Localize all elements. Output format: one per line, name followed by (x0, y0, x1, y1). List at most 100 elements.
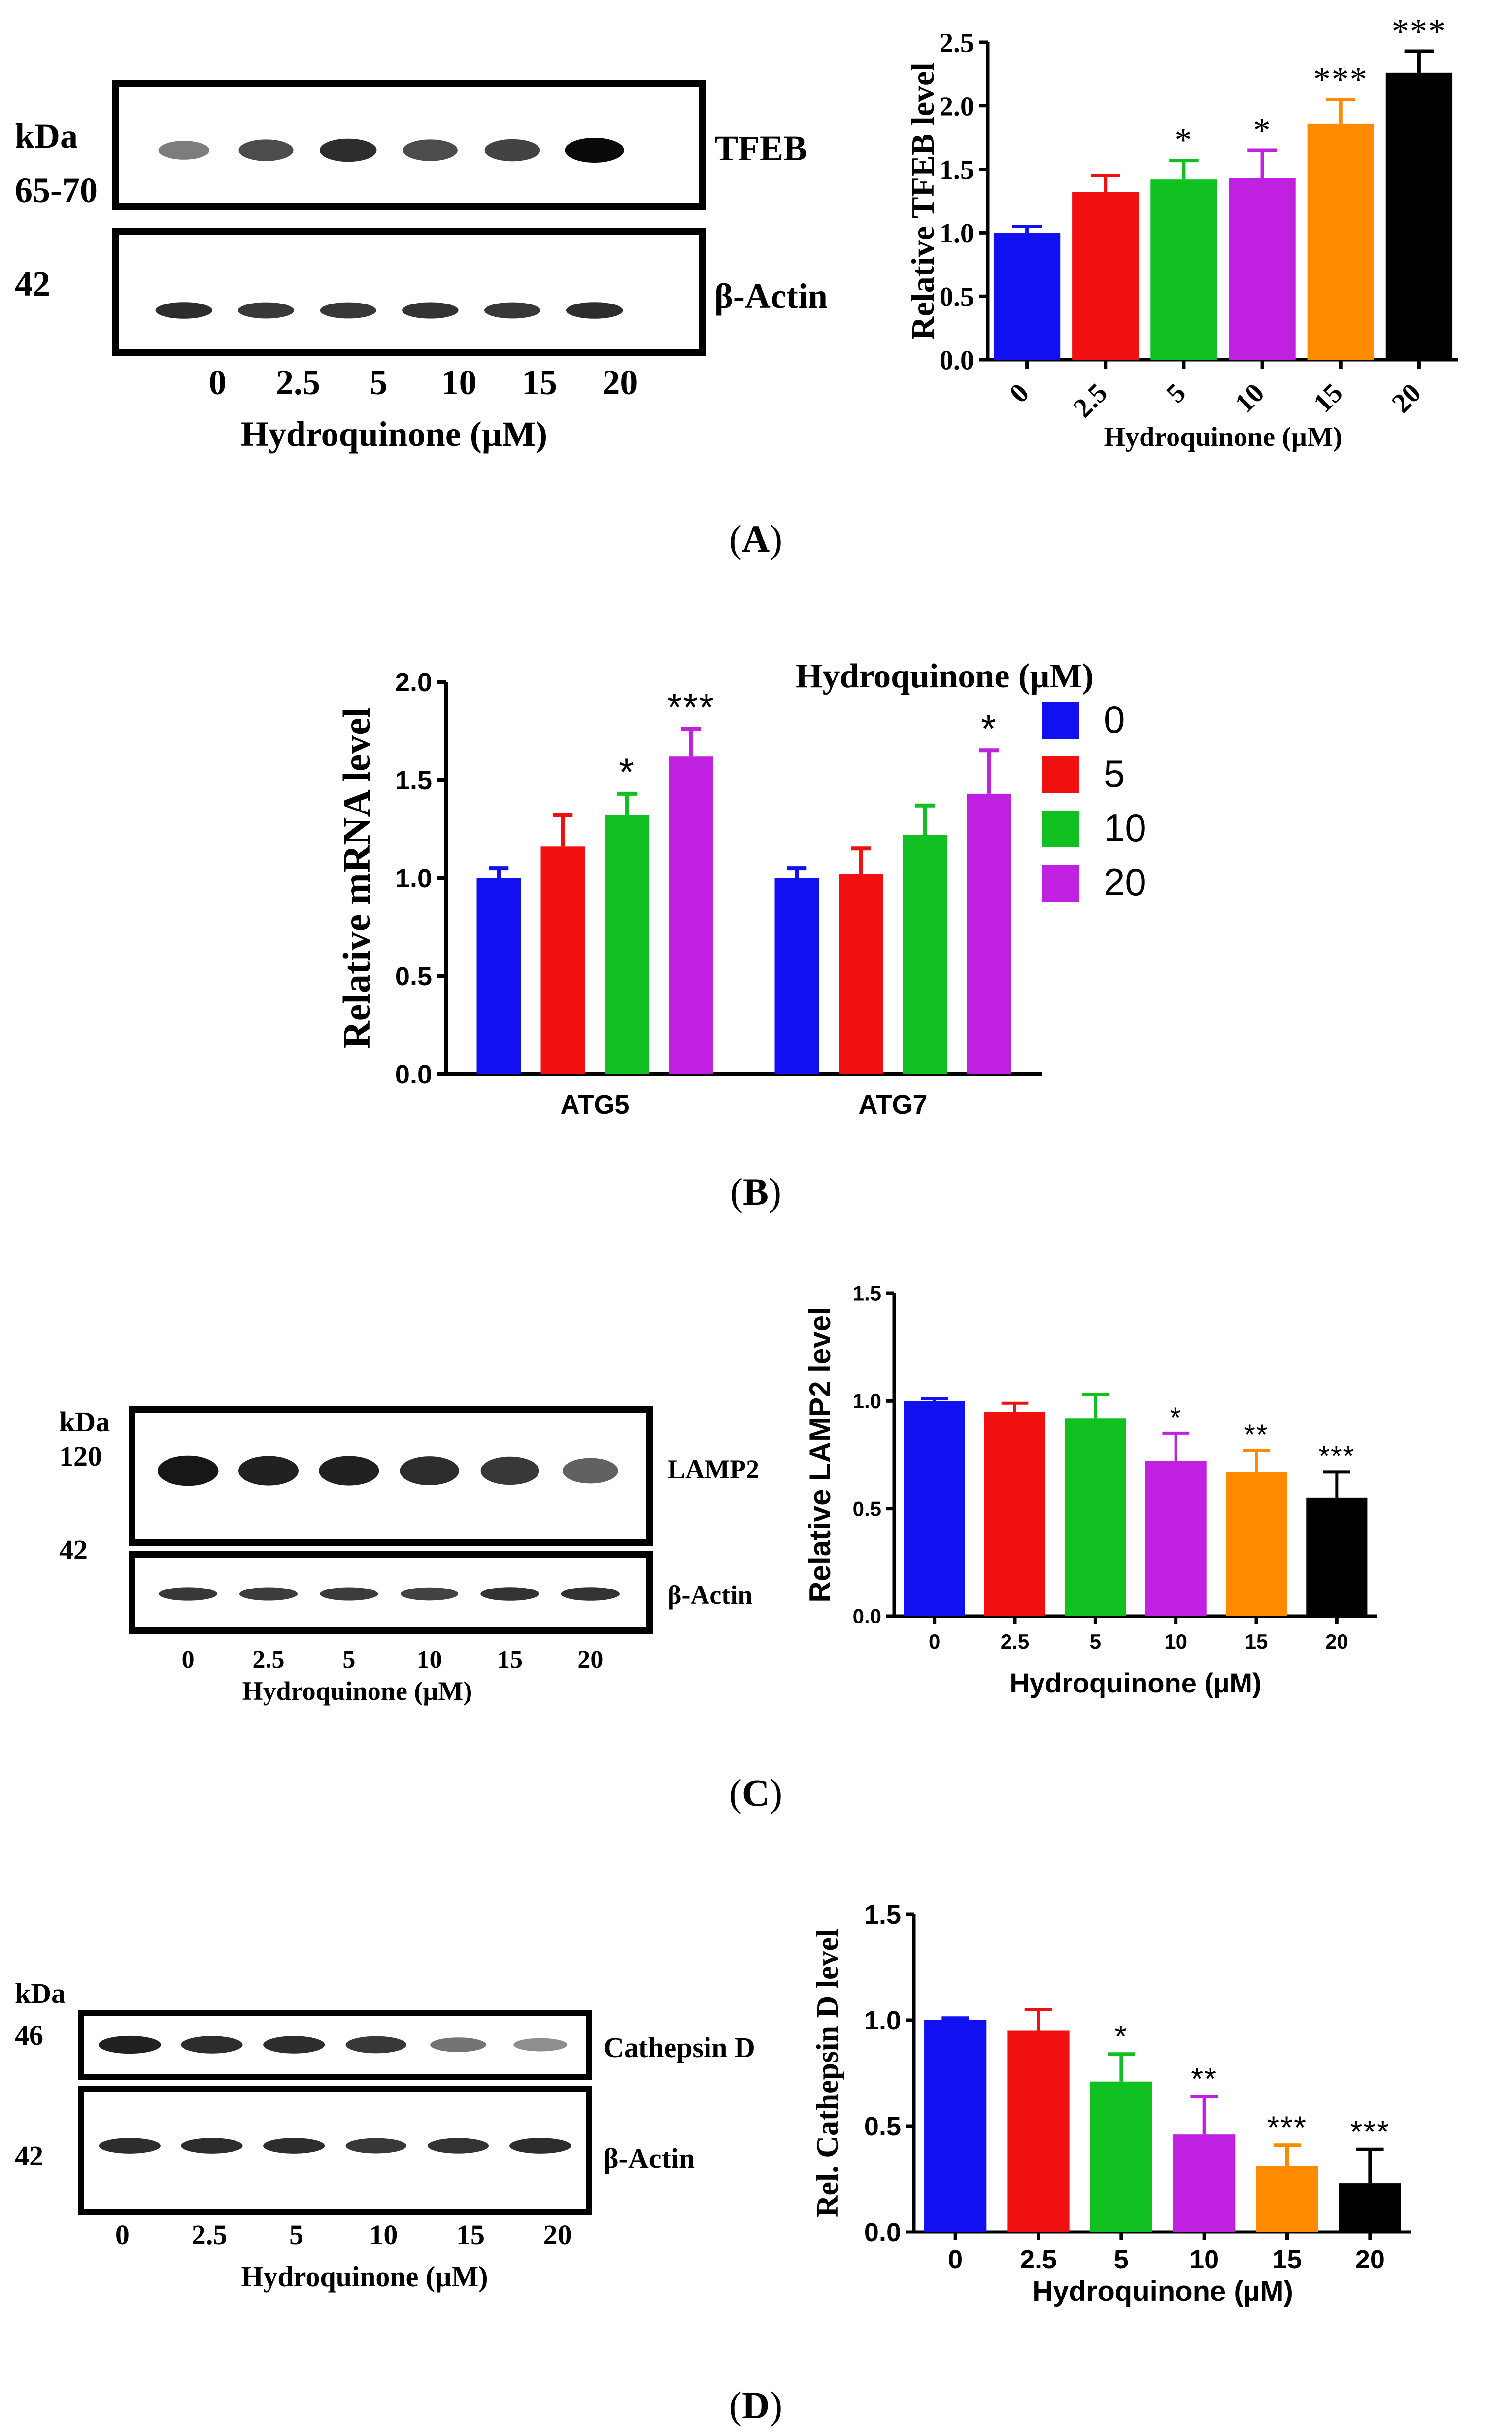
blot-a-top-mw: 65-70 (15, 170, 98, 210)
chart-d-x-tick-label-0: 0 (948, 2245, 963, 2274)
blot-c-bottom-band-2 (239, 1587, 298, 1601)
blot-d-top-band-1 (98, 2035, 161, 2054)
blot-c-top-bands (157, 1455, 618, 1486)
blot-a-lane-label-5: 15 (522, 363, 557, 402)
blot-c-top-band-5 (480, 1456, 539, 1485)
chart-c-xlabel: Hydroquinone (µM) (1009, 1667, 1261, 1698)
blot-d-kda-label: kDa (15, 1977, 66, 2009)
chart-d-x-tick-label-5: 20 (1355, 2245, 1385, 2274)
blot-a-lane-labels: 0 2.5 5 10 15 20 (209, 363, 638, 402)
chart-b-legend-swatch-0 (1042, 702, 1079, 739)
chart-a-significance-3: * (1253, 111, 1272, 149)
chart-d-x-tick-label-4: 15 (1272, 2245, 1302, 2274)
chart-c-bar-3 (1145, 1461, 1207, 1616)
chart-b-x-tick-label-1: ATG7 (858, 1090, 927, 1119)
chart-b-bar-ATG5-5 (540, 846, 585, 1074)
blot-a-bottom-band-6 (566, 302, 623, 319)
blot-a-top-band-2 (238, 139, 294, 161)
chart-d-significance-5: *** (1350, 2114, 1390, 2149)
chart-c-x-tick-label-5: 20 (1325, 1630, 1348, 1653)
blot-a-bottom-membrane (112, 228, 706, 356)
blot-d-top-membrane (78, 2010, 592, 2080)
blot-a-top-band-3 (319, 138, 377, 162)
blot-c-bottom-mw: 42 (59, 1534, 88, 1566)
chart-c-bar-4 (1225, 1472, 1287, 1616)
blot-a-bottom-band-3 (320, 302, 376, 319)
chart-d-x-tick-label-3: 10 (1189, 2245, 1219, 2274)
chart-d-y-tick-label-3: 1.5 (864, 1900, 901, 1929)
blot-c-top-band-2 (238, 1456, 299, 1486)
chart-d-significance-2: * (1114, 2019, 1128, 2054)
panel-label-b: (B) (730, 1170, 781, 1213)
chart-b-bar-ATG5-0 (476, 878, 521, 1074)
chart-b-legend-swatch-5 (1042, 756, 1079, 793)
blot-c-top-mw: 120 (59, 1440, 102, 1472)
blot-c-top-band-1 (157, 1455, 219, 1486)
chart-b-legend: Hydroquinone (µM) 0 5 10 20 (796, 657, 1146, 904)
chart-a-bar-4 (1307, 123, 1374, 360)
blot-d-bottom-membrane (78, 2086, 592, 2215)
blot-c-top-band-4 (400, 1456, 459, 1485)
blot-d-lane-label-4: 10 (369, 2219, 398, 2251)
blot-c-lane-label-1: 0 (182, 1646, 195, 1674)
blot-d-top-band-6 (513, 2038, 568, 2052)
chart-c-x-tick-label-4: 15 (1245, 1630, 1268, 1653)
chart-d-y-tick-label-1: 0.5 (864, 2112, 901, 2141)
chart-a-bar-5 (1385, 72, 1453, 360)
blot-a-bottom-band-4 (402, 302, 459, 319)
chart-c-y-tick-label-3: 1.5 (853, 1282, 881, 1305)
chart-a-x-tick-label-3: 10 (1229, 377, 1270, 418)
chart-c-y-tick-label-1: 0.5 (853, 1497, 881, 1520)
blot-c-bottom-band-4 (401, 1587, 459, 1601)
blot-d-xlabel: Hydroquinone (µM) (241, 2261, 488, 2293)
blot-c-bottom-protein: β-Actin (668, 1580, 752, 1610)
blot-a: kDa 65-70 42 TFEB β-Actin 0 2.5 5 10 15 20 Hy… (15, 80, 828, 454)
blot-c-lane-labels: 0 2.5 5 10 15 20 (182, 1646, 604, 1674)
chart-b-significance-ATG7-20: * (981, 707, 997, 750)
chart-c-x-tick-label-2: 5 (1090, 1630, 1101, 1653)
panel-label-d-letter: D (742, 2384, 770, 2427)
panel-label-d: (D) (729, 2384, 782, 2427)
blot-a-top-band-4 (403, 139, 458, 161)
blot-d-bottom-band-1 (99, 2138, 161, 2154)
blot-d-top-band-5 (430, 2037, 486, 2052)
chart-b-bar-ATG7-20 (967, 793, 1011, 1074)
blot-c-top-membrane (129, 1406, 653, 1546)
chart-a-y-tick-label-4: 2.0 (940, 91, 974, 122)
chart-d-x-tick-label-1: 2.5 (1020, 2245, 1057, 2274)
blot-d-bottom-mw: 42 (15, 2140, 43, 2172)
chart-b-y-tick-label-3: 1.5 (395, 766, 432, 795)
chart-a-significance-2: * (1175, 122, 1193, 160)
chart-a-significance-5: *** (1392, 12, 1446, 50)
panel-label-a: (A) (729, 517, 782, 560)
chart-b-x-tick-label-0: ATG5 (560, 1090, 629, 1119)
chart-d-x-tick-label-2: 5 (1114, 2245, 1129, 2274)
chart-a-bar-0 (993, 233, 1061, 360)
chart-b-bar-ATG7-10 (903, 835, 947, 1074)
chart-a-y-tick-label-2: 1.0 (940, 218, 974, 249)
chart-d-bar-3 (1173, 2134, 1236, 2232)
blot-d-lane-label-3: 5 (289, 2219, 303, 2251)
blot-d-bottom-band-3 (263, 2138, 325, 2154)
chart-c-y-tick-label-2: 1.0 (853, 1389, 881, 1413)
chart-b-bar-ATG5-20 (669, 756, 713, 1074)
blot-a-lane-label-1: 0 (209, 363, 227, 402)
blot-a-kda-label: kDa (15, 116, 78, 156)
blot-c-bottom-band-1 (159, 1587, 218, 1601)
blot-c-bottom-band-3 (320, 1587, 378, 1601)
chart-b-significance-ATG5-10: * (619, 750, 635, 793)
blot-c-top-protein: LAMP2 (668, 1454, 759, 1484)
chart-b-y-tick-label-0: 0.0 (395, 1060, 432, 1089)
chart-b-legend-label-20: 20 (1104, 860, 1146, 904)
chart-c-x-tick-label-1: 2.5 (1001, 1630, 1029, 1653)
blot-c-bottom-band-6 (561, 1587, 620, 1601)
panel-c: kDa 120 42 LAMP2 β-Actin 0 2.5 5 10 15 20 Hyd… (59, 1282, 1377, 1814)
chart-d-y-tick-label-0: 0.0 (864, 2218, 901, 2247)
blot-a-bottom-mw: 42 (15, 264, 50, 304)
panel-label-c-letter: C (742, 1771, 770, 1814)
blot-d-lane-label-2: 2.5 (192, 2219, 228, 2251)
chart-a-bar-3 (1229, 178, 1296, 360)
blot-c-xlabel: Hydroquinone (µM) (242, 1676, 472, 1706)
